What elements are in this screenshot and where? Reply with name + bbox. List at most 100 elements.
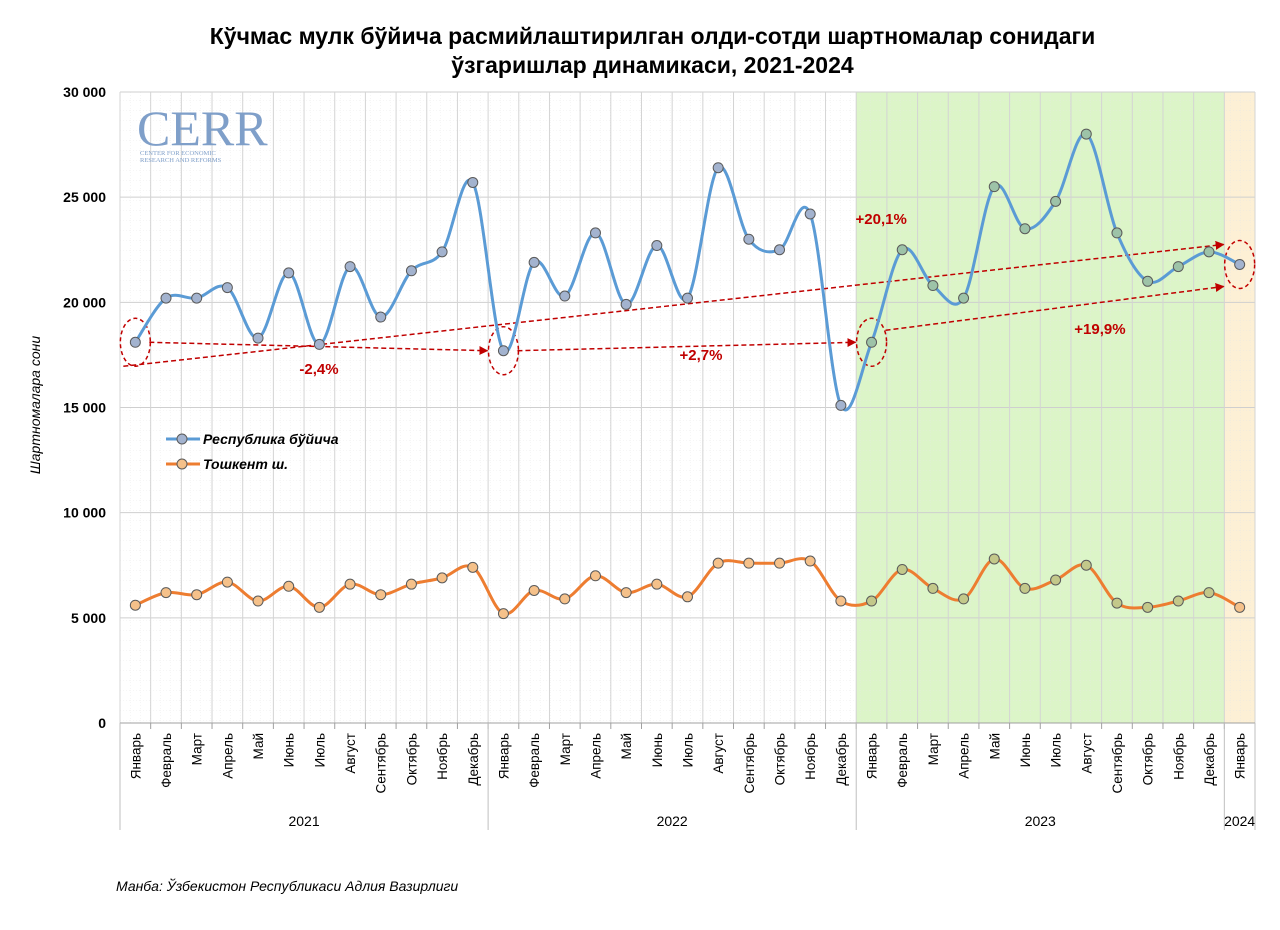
series-1-point bbox=[160, 587, 172, 599]
x-tick-label: Март bbox=[558, 733, 573, 765]
series-1-point bbox=[313, 601, 325, 613]
x-tick-label: Август bbox=[711, 733, 726, 774]
x-tick-label: Декабрь bbox=[1202, 733, 1217, 786]
year-label: 2023 bbox=[1025, 813, 1056, 829]
series-1-point bbox=[528, 584, 540, 596]
x-tick-label: Февраль bbox=[895, 733, 910, 788]
x-tick-label: Декабрь bbox=[834, 733, 849, 786]
y-tick-label: 25 000 bbox=[63, 189, 106, 205]
x-tick-label: Ноябрь bbox=[1171, 733, 1186, 780]
series-1-point bbox=[1203, 587, 1215, 599]
annotation-label: +2,7% bbox=[680, 347, 723, 364]
y-tick-label: 15 000 bbox=[63, 400, 106, 416]
annotation-label: -2,4% bbox=[299, 361, 338, 378]
chart-title: Кўчмас мулк бўйича расмийлаштирилган олд… bbox=[0, 22, 1280, 80]
series-0-point bbox=[804, 208, 816, 220]
series-1-point bbox=[283, 580, 295, 592]
series-0-point bbox=[467, 176, 479, 188]
x-tick-label: Ноябрь bbox=[435, 733, 450, 780]
series-1-point bbox=[651, 578, 663, 590]
series-0-point bbox=[866, 336, 878, 348]
annotation-label: +20,1% bbox=[856, 211, 907, 228]
series-1-point bbox=[221, 576, 233, 588]
series-1-point bbox=[988, 553, 1000, 565]
series-0-point bbox=[129, 336, 141, 348]
series-1-point bbox=[191, 589, 203, 601]
x-tick-label: Октябрь bbox=[1141, 733, 1156, 785]
series-1-point bbox=[1234, 601, 1246, 613]
x-tick-label: Май bbox=[251, 733, 266, 759]
series-0-point bbox=[559, 290, 571, 302]
series-1-point bbox=[436, 572, 448, 584]
legend-label-republic: Республика бўйича bbox=[203, 431, 339, 447]
series-1-point bbox=[405, 578, 417, 590]
series-0-point bbox=[682, 292, 693, 304]
chart-title-line1: Кўчмас мулк бўйича расмийлаштирилган олд… bbox=[209, 23, 1096, 49]
series-0-point bbox=[896, 244, 908, 256]
x-tick-label: Октябрь bbox=[773, 733, 788, 785]
x-tick-label: Март bbox=[926, 733, 941, 765]
x-tick-label: Июль bbox=[681, 733, 696, 767]
series-0-point bbox=[1234, 258, 1246, 270]
highlight-ellipse bbox=[1223, 239, 1256, 290]
series-1-point bbox=[559, 593, 571, 605]
series-0-point bbox=[1111, 227, 1123, 239]
series-0-point bbox=[958, 292, 970, 304]
series-0-point bbox=[221, 282, 233, 294]
series-1-point bbox=[1080, 559, 1092, 571]
series-0-point bbox=[375, 311, 387, 323]
x-tick-label: Август bbox=[343, 733, 358, 774]
series-1-point bbox=[1019, 582, 1031, 594]
y-tick-label: 0 bbox=[98, 715, 106, 731]
x-tick-label: Февраль bbox=[159, 733, 174, 788]
series-0-point bbox=[1019, 223, 1031, 235]
x-tick-label: Июль bbox=[312, 733, 327, 767]
series-1-point bbox=[375, 589, 387, 601]
series-1-point bbox=[682, 591, 693, 603]
series-0-point bbox=[835, 399, 847, 411]
series-0-point bbox=[743, 233, 755, 245]
series-0-point bbox=[497, 345, 509, 357]
series-0-point bbox=[1172, 261, 1184, 273]
trend-arrow bbox=[885, 283, 1225, 332]
series-0-point bbox=[589, 227, 601, 239]
trend-arrow bbox=[123, 240, 1225, 368]
x-tick-label: Январь bbox=[128, 733, 143, 779]
year-label: 2022 bbox=[657, 813, 688, 829]
source-note: Манба: Ўзбекистон Республикаси Адлия Ваз… bbox=[116, 878, 459, 894]
series-0-point bbox=[988, 181, 1000, 193]
series-1-point bbox=[958, 593, 970, 605]
year-label: 2021 bbox=[288, 813, 319, 829]
series-1-point bbox=[589, 570, 601, 582]
x-tick-label: Апрель bbox=[957, 733, 972, 779]
series-0-point bbox=[252, 332, 264, 344]
y-tick-label: 10 000 bbox=[63, 505, 106, 521]
x-tick-label: Май bbox=[619, 733, 634, 759]
logo-sub2: RESEARCH AND REFORMS bbox=[140, 157, 222, 164]
y-axis-label: Шартномалара сони bbox=[27, 336, 43, 474]
series-0-point bbox=[620, 298, 632, 310]
series-0-point bbox=[344, 261, 356, 273]
series-1-point bbox=[1050, 574, 1062, 586]
x-tick-label: Июнь bbox=[282, 733, 297, 767]
series-1-point bbox=[804, 555, 816, 567]
series-1-point bbox=[497, 608, 509, 620]
x-tick-label: Октябрь bbox=[404, 733, 419, 785]
x-tick-label: Январь bbox=[865, 733, 880, 779]
chart-title-line2: ўзгаришлар динамикаси, 2021-2024 bbox=[451, 52, 854, 78]
x-tick-label: Ноябрь bbox=[803, 733, 818, 780]
x-tick-label: Июль bbox=[1049, 733, 1064, 767]
series-1-point bbox=[743, 557, 755, 569]
x-tick-label: Сентябрь bbox=[374, 733, 389, 793]
x-tick-label: Январь bbox=[496, 733, 511, 779]
series-0-point bbox=[774, 244, 786, 256]
series-0-point bbox=[1050, 195, 1062, 207]
series-1-point bbox=[866, 595, 878, 607]
x-tick-label: Май bbox=[987, 733, 1002, 759]
series-1-point bbox=[620, 587, 632, 599]
series-1-point bbox=[1111, 597, 1123, 609]
x-tick-label: Август bbox=[1079, 733, 1094, 774]
series-0-point bbox=[313, 338, 325, 350]
series-1-point bbox=[467, 561, 479, 573]
